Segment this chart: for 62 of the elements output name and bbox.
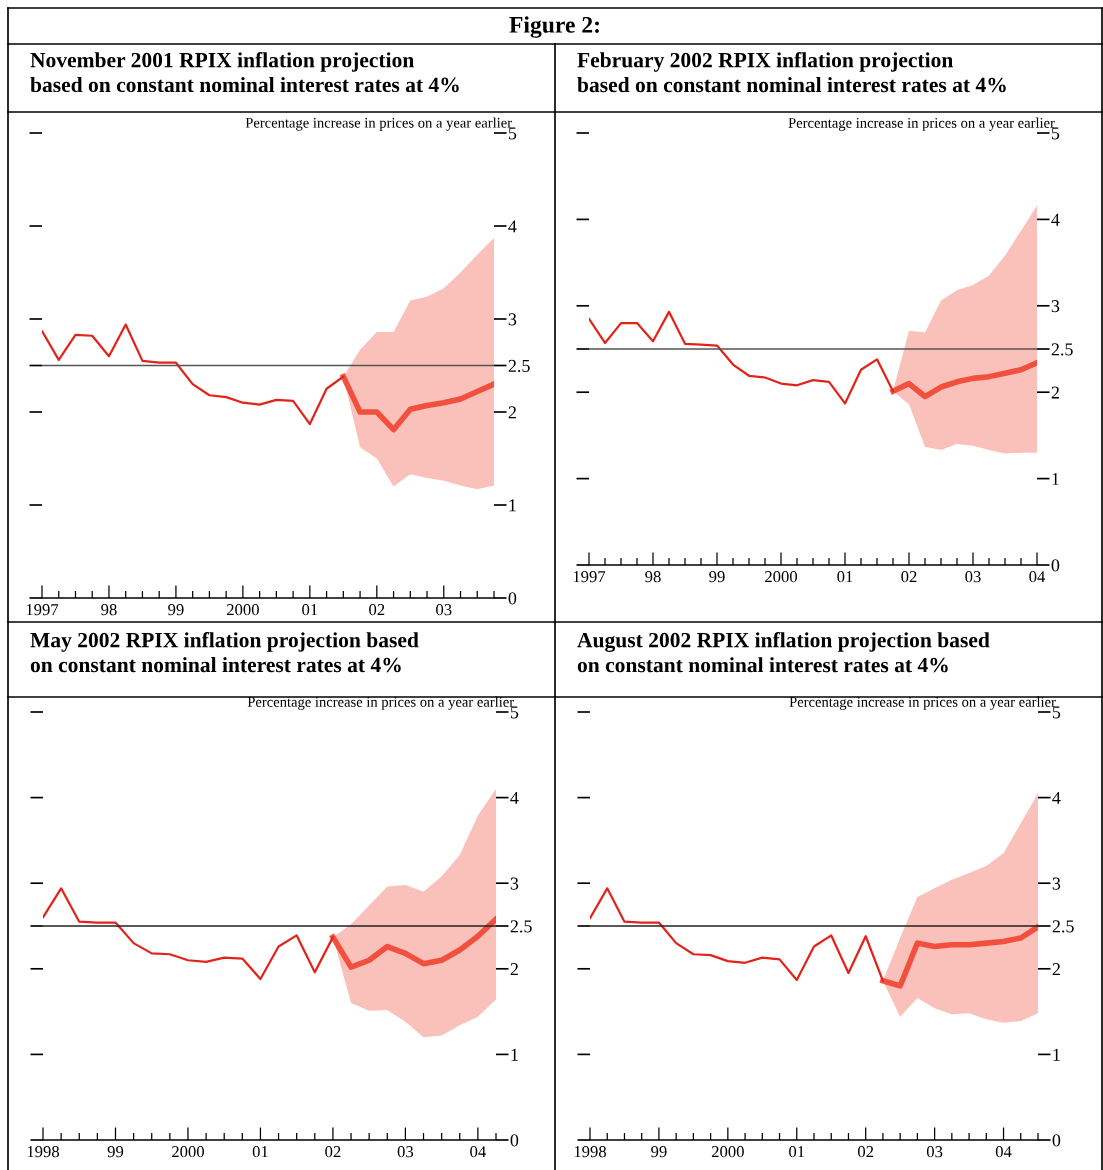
x-tick-label: 03 bbox=[397, 1146, 414, 1158]
x-tick-label: 1997 bbox=[26, 604, 59, 616]
x-tick-label: 04 bbox=[470, 1146, 486, 1158]
y-tick-label: 1 bbox=[509, 499, 516, 512]
x-tick-label: 01 bbox=[302, 604, 318, 616]
x-tick-label: 01 bbox=[789, 1146, 805, 1158]
x-tick-label: 2000 bbox=[226, 604, 259, 616]
y-tick-label: 0 bbox=[1052, 1134, 1061, 1147]
x-tick-label: 03 bbox=[965, 571, 981, 583]
chart-title: May 2002 RPIX inflation projection based on constant nominal interest rates at 4% bbox=[30, 632, 419, 673]
y-tick-label: 2 bbox=[1051, 386, 1059, 399]
x-tick-label: 04 bbox=[995, 1146, 1012, 1158]
y-tick-label: 0 bbox=[508, 592, 517, 605]
y-tick-label: 5 bbox=[508, 127, 517, 140]
x-tick-label: 99 bbox=[651, 1146, 667, 1158]
x-tick-label: 1998 bbox=[27, 1146, 60, 1158]
y-tick-label: 2 bbox=[1052, 963, 1060, 976]
y-tick-label: 1 bbox=[511, 1048, 518, 1061]
x-tick-label: 1997 bbox=[573, 571, 606, 583]
y-tick-label: 3 bbox=[508, 313, 517, 326]
x-tick-label: 1998 bbox=[574, 1146, 607, 1158]
x-tick-label: 99 bbox=[709, 571, 725, 583]
y-tick-label: 4 bbox=[1051, 213, 1060, 226]
x-tick-label: 2000 bbox=[765, 571, 798, 583]
x-tick-label: 01 bbox=[252, 1146, 268, 1158]
chart-title: February 2002 RPIX inflation projection based on constant nominal interest rates at 4% bbox=[577, 52, 1006, 93]
x-tick-label: 01 bbox=[837, 571, 853, 583]
y-tick-label: 2.5 bbox=[1051, 343, 1073, 356]
caption: Figure 2: bbox=[509, 16, 599, 38]
y-tick-label: 0 bbox=[510, 1134, 519, 1147]
y-tick-label: 2 bbox=[510, 963, 518, 976]
y-tick-label: 1 bbox=[1052, 472, 1059, 485]
y-tick-label: 2 bbox=[508, 406, 516, 419]
x-tick-label: 03 bbox=[436, 604, 452, 616]
y-tick-label: 3 bbox=[1051, 300, 1060, 313]
y-tick-label: 4 bbox=[1052, 791, 1061, 804]
y-tick-label: 2.5 bbox=[508, 359, 530, 373]
y-tick-label: 5 bbox=[510, 706, 519, 719]
y-tick-label: 4 bbox=[508, 220, 517, 233]
y-tick-label: 4 bbox=[510, 791, 519, 804]
x-tick-label: 98 bbox=[101, 604, 117, 616]
x-tick-label: 2000 bbox=[172, 1146, 204, 1158]
y-tick-label: 0 bbox=[1051, 559, 1060, 572]
y-tick-label: 5 bbox=[1052, 706, 1061, 719]
chart-title: August 2002 RPIX inflation projection based on constant nominal interest rates at 4% bbox=[577, 632, 990, 673]
y-tick-label: 5 bbox=[1051, 127, 1060, 140]
x-tick-label: 03 bbox=[926, 1146, 943, 1158]
x-tick-label: 98 bbox=[645, 571, 661, 583]
y-tick-label: 1 bbox=[1053, 1048, 1060, 1061]
y-tick-label: 2.5 bbox=[510, 920, 532, 933]
x-tick-label: 99 bbox=[168, 604, 184, 616]
y-tick-label: 3 bbox=[1052, 877, 1061, 890]
x-tick-label: 02 bbox=[901, 571, 917, 583]
x-tick-label: 04 bbox=[1029, 571, 1046, 583]
x-tick-label: 02 bbox=[369, 604, 385, 616]
x-tick-label: 02 bbox=[857, 1146, 874, 1158]
y-tick-label: 2.5 bbox=[1052, 920, 1074, 933]
y-tick-label: 3 bbox=[510, 877, 519, 890]
x-tick-label: 99 bbox=[107, 1146, 124, 1158]
chart-title: November 2001 RPIX inflation projection based on constant nominal interest rates at 4% bbox=[30, 52, 459, 93]
x-tick-label: 2000 bbox=[711, 1146, 744, 1158]
x-tick-label: 02 bbox=[325, 1146, 341, 1158]
